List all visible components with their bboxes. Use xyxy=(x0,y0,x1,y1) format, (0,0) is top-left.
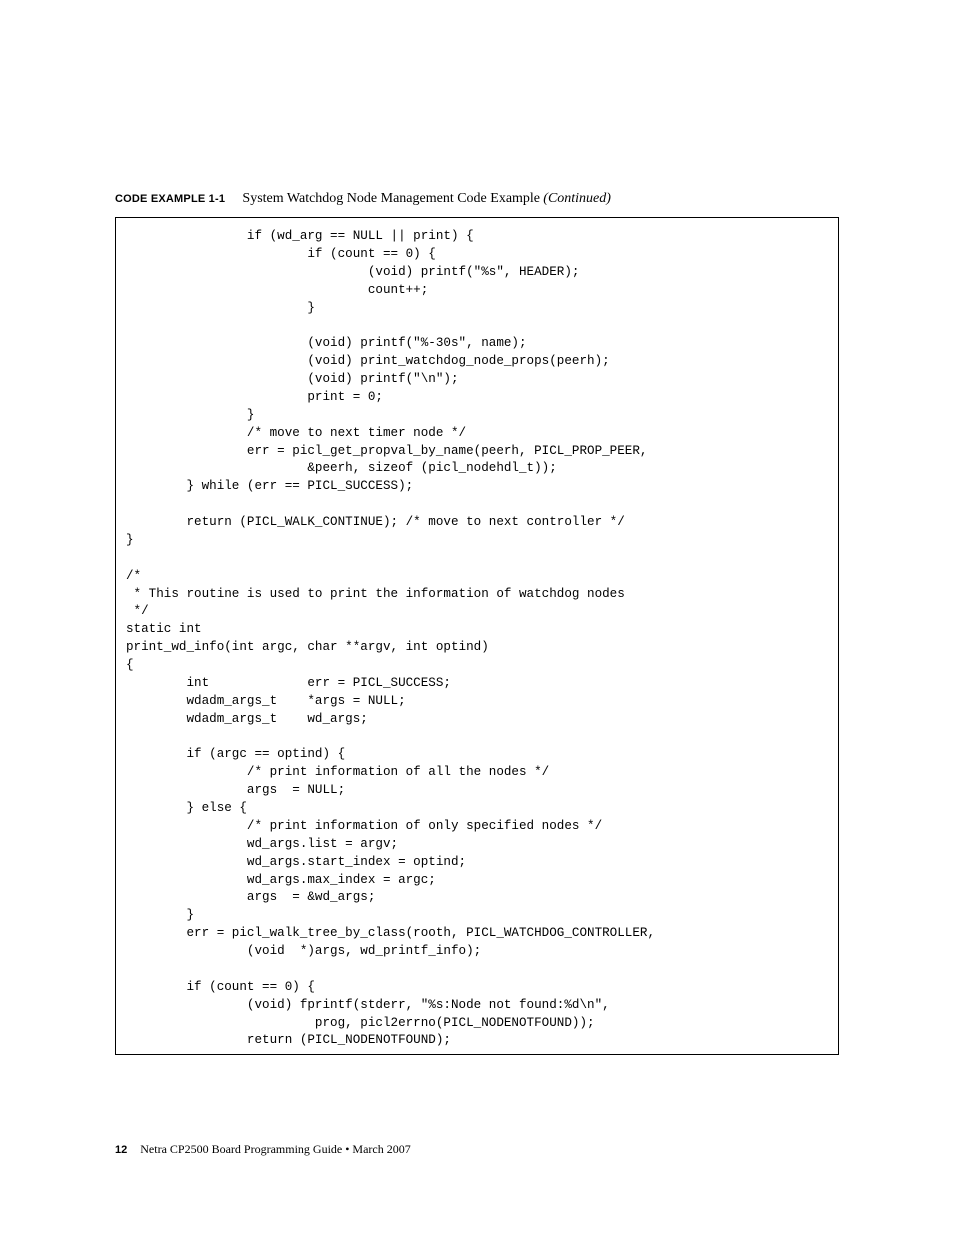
caption-title: System Watchdog Node Management Code Exa… xyxy=(242,191,540,206)
page-footer: 12 Netra CP2500 Board Programming Guide … xyxy=(115,1142,411,1157)
caption-label: CODE EXAMPLE 1-1 xyxy=(115,193,225,205)
code-caption: CODE EXAMPLE 1-1 System Watchdog Node Ma… xyxy=(115,190,839,207)
caption-continued: (Continued) xyxy=(543,191,611,206)
code-listing: if (wd_arg == NULL || print) { if (count… xyxy=(115,217,839,1055)
footer-doc-title: Netra CP2500 Board Programming Guide • M… xyxy=(140,1142,411,1156)
page-container: CODE EXAMPLE 1-1 System Watchdog Node Ma… xyxy=(0,0,954,1055)
page-number: 12 xyxy=(115,1144,127,1156)
